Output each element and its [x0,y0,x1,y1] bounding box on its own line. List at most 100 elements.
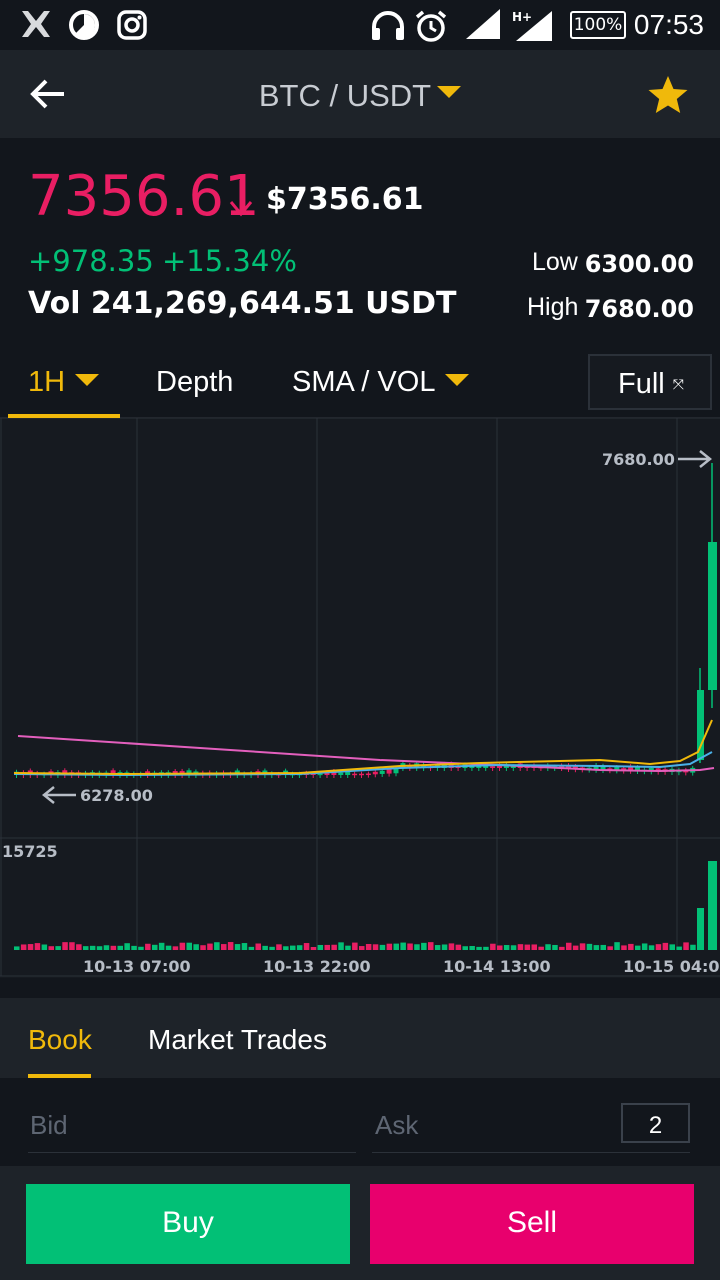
chart-grid [0,418,720,977]
chart-canvas: 7680.00 6278.00 15725 10-13 07:00 10-13 … [0,418,720,977]
candle-body [393,768,399,774]
sell-button[interactable]: Sell [370,1184,694,1264]
tab-market-trades[interactable]: Market Trades [148,1024,327,1055]
volume-bar [379,944,386,950]
pair-selector[interactable]: BTC / USDT [0,78,720,114]
instagram-icon [117,10,147,40]
volume-bar [593,945,600,950]
x-tick-label: 10-13 07:00 [83,957,191,976]
volume-bar [55,946,61,950]
status-time: 07:53 [633,9,704,40]
volume-bar [172,946,179,950]
volume-bar [483,946,489,950]
candle-body [490,766,496,768]
tab-book[interactable]: Book [28,1024,92,1055]
volume-bar [503,945,510,950]
volume-bar [469,945,475,950]
signal-icon [466,9,500,39]
high-value: 7680.00 [584,295,694,323]
star-icon[interactable] [646,74,690,116]
volume-bar [41,944,48,950]
volume-bar [655,944,662,950]
volume-bar [103,945,110,950]
volume-bar [255,943,261,950]
volume-bar [400,942,406,950]
tab-depth[interactable]: Depth [156,366,234,398]
volume-bar [708,861,717,950]
arrow-right-icon [678,450,713,468]
volume-bar [421,942,427,950]
volume-bar [635,945,641,950]
x-tick-label: 10-13 22:00 [263,957,371,976]
volume-bar [607,946,613,950]
volume-bar [303,943,310,950]
candle-body [648,767,654,772]
volume-bar [310,946,317,950]
volume-bar [476,946,482,950]
volume-bar [131,945,137,950]
volume-bar [538,946,544,950]
volume-bar [566,942,572,950]
arrow-left-icon[interactable] [28,76,68,112]
candle-body [386,769,392,774]
fullscreen-button[interactable]: Full ⤧ [588,354,712,410]
candle-body [372,771,378,775]
sma99-line [17,735,715,773]
decimal-precision-selector[interactable]: 2 [621,1103,690,1143]
candle-body [621,768,627,771]
candle-body [359,773,364,776]
volume-bar [352,942,358,950]
volume-bar [62,942,68,950]
volume-bar [290,945,296,950]
pie-chart-icon [69,10,99,40]
volume-bar [490,943,496,950]
top-app-bar: BTC / USDT [0,50,720,138]
interval-label: 1H [28,366,66,398]
candles-layer [14,463,717,778]
candle-body [338,772,344,775]
volume-bar [48,946,54,950]
volume-bar [269,946,275,950]
signal-h-plus-icon: H+ [512,10,552,41]
fullscreen-label: Full [618,368,665,400]
volume-bar [324,944,330,950]
volume-bar [428,942,434,950]
chart-toolbar: 1H Depth SMA / VOL Full ⤧ [0,348,720,418]
volume-bar [69,942,75,950]
x-tick-label: 10-15 04:0 [623,957,720,976]
candle-body [510,766,516,768]
volume-bar [669,944,675,950]
volume-bar [641,943,648,950]
volume-bar [455,944,462,950]
volume-bar [600,944,606,950]
interval-selector[interactable]: 1H [28,366,100,399]
indicator-selector[interactable]: SMA / VOL [292,366,470,399]
volume-bar [448,943,455,950]
candlestick-chart[interactable]: 7680.00 6278.00 15725 10-13 07:00 10-13 … [0,418,720,978]
volume-bar [648,945,655,950]
candle-body [572,766,578,770]
status-bar: H+ 100% 07:53 [0,0,720,50]
section-spacer [0,978,720,998]
expand-icon: ⤧ [672,376,684,392]
volume-bar [221,944,227,950]
volume-bar [186,942,192,950]
volume-bar [434,945,441,950]
volume-bar [586,943,593,950]
buy-button[interactable]: Buy [26,1184,350,1264]
volume-bar [248,946,255,950]
candle-body [421,764,427,768]
volume-bar [545,944,551,950]
volume-bar [179,942,186,950]
ticker-summary: 7356.61 $7356.61 +978.35 +15.34% Vol 241… [0,138,720,348]
sma7-line [13,719,713,776]
volume-bar [579,943,586,950]
candle-body [110,770,116,775]
high-price-marker: 7680.00 [602,450,675,469]
trade-actions: Buy Sell [0,1166,720,1280]
candle-body [559,765,565,768]
volume-bar [76,944,82,950]
volume-bar [83,946,89,950]
volume-bar [345,945,351,950]
volume-bar [262,945,268,950]
